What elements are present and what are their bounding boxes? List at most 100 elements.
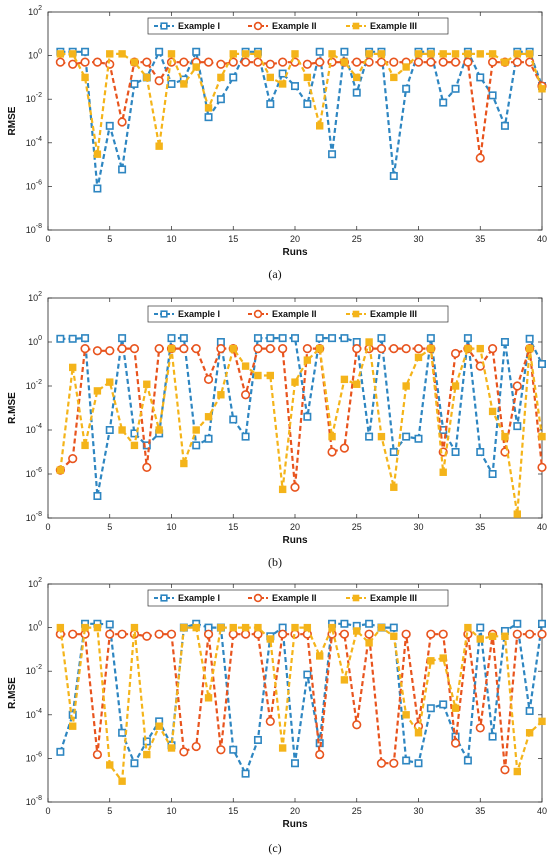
data-point [80,344,90,354]
data-point [118,334,127,343]
series-line [60,48,544,189]
data-point [106,50,114,58]
data-point [450,348,461,359]
y-tick-label: 10-4 [26,423,42,435]
legend: Example I Example II Example III [147,17,449,35]
data-point [92,346,102,356]
legend-marker [352,594,360,602]
data-point [180,80,188,88]
data-point [278,80,287,88]
y-tick-label: 10-2 [26,92,42,104]
plot-area [47,11,543,231]
x-tick-label: 40 [537,522,547,532]
data-point [377,334,386,343]
data-point [488,732,497,741]
x-tick-label: 5 [107,806,112,816]
data-point [488,344,498,354]
data-point [513,510,521,518]
data-point [254,50,262,58]
data-point [427,657,435,665]
data-point [192,623,200,632]
series-line [60,335,543,497]
y-tick-label: 100 [28,621,42,633]
data-point [167,344,176,353]
data-point [68,334,77,343]
data-point [266,334,275,343]
data-point [278,344,288,354]
data-point [302,59,312,69]
data-point [241,432,250,441]
data-point [439,700,448,709]
data-point [525,334,534,343]
data-point [537,629,547,639]
data-point [105,425,114,434]
data-point [266,73,275,82]
data-point [106,378,114,386]
data-point [328,334,337,343]
y-tick-label: 10-8 [26,795,42,807]
data-point [179,747,189,757]
data-point [475,723,485,733]
x-axis-label: Runs [283,535,308,546]
data-point [438,57,448,67]
data-point [402,432,411,441]
data-point [464,344,472,353]
x-tick-label: 0 [45,234,50,244]
data-point [328,150,337,159]
data-point [538,85,546,93]
data-point [56,747,65,756]
data-point [69,363,77,372]
data-point [339,629,350,639]
data-point [302,344,312,354]
data-point [365,338,373,346]
data-point [488,632,497,640]
data-point [439,468,447,476]
data-point [377,50,386,58]
data-point [229,344,237,353]
legend-label: Example III [370,593,417,603]
data-point [143,73,151,82]
data-point [191,741,201,752]
data-point [303,73,312,82]
data-point [451,704,460,712]
y-tick-label: 10-2 [26,379,42,391]
data-point [204,104,213,112]
series-3 [56,49,546,158]
data-point [439,654,447,662]
data-point [278,57,288,67]
series-2 [55,629,547,775]
data-point [476,344,484,353]
x-tick-label: 30 [413,522,423,532]
data-point [93,184,102,193]
series-3 [56,338,546,518]
data-point [513,619,522,628]
data-point [439,50,447,58]
x-tick-label: 10 [166,522,176,532]
data-point [339,443,350,453]
data-point [340,47,349,56]
data-point [68,59,78,69]
data-point [438,629,448,639]
data-point [376,57,387,67]
data-point [501,632,509,640]
data-point [303,412,312,421]
data-point [204,434,213,443]
data-point [217,623,225,632]
data-point [229,623,237,632]
data-point [315,57,325,67]
data-point [68,629,78,639]
data-point [303,100,312,109]
data-point [216,59,226,69]
chart-panel-c: 0 5 10 15 20 25 30 35 40 102 100 10-2 10-4 10-6 10-8 Ru… [7,577,547,855]
legend-label: Example III [370,309,417,319]
data-point [427,344,435,353]
data-point [117,629,127,639]
data-point [118,426,126,434]
data-point [278,629,288,639]
data-point [451,50,460,58]
data-point [439,98,448,107]
data-point [512,57,522,67]
data-point [340,375,349,384]
data-point [143,380,151,388]
data-point [450,57,461,67]
